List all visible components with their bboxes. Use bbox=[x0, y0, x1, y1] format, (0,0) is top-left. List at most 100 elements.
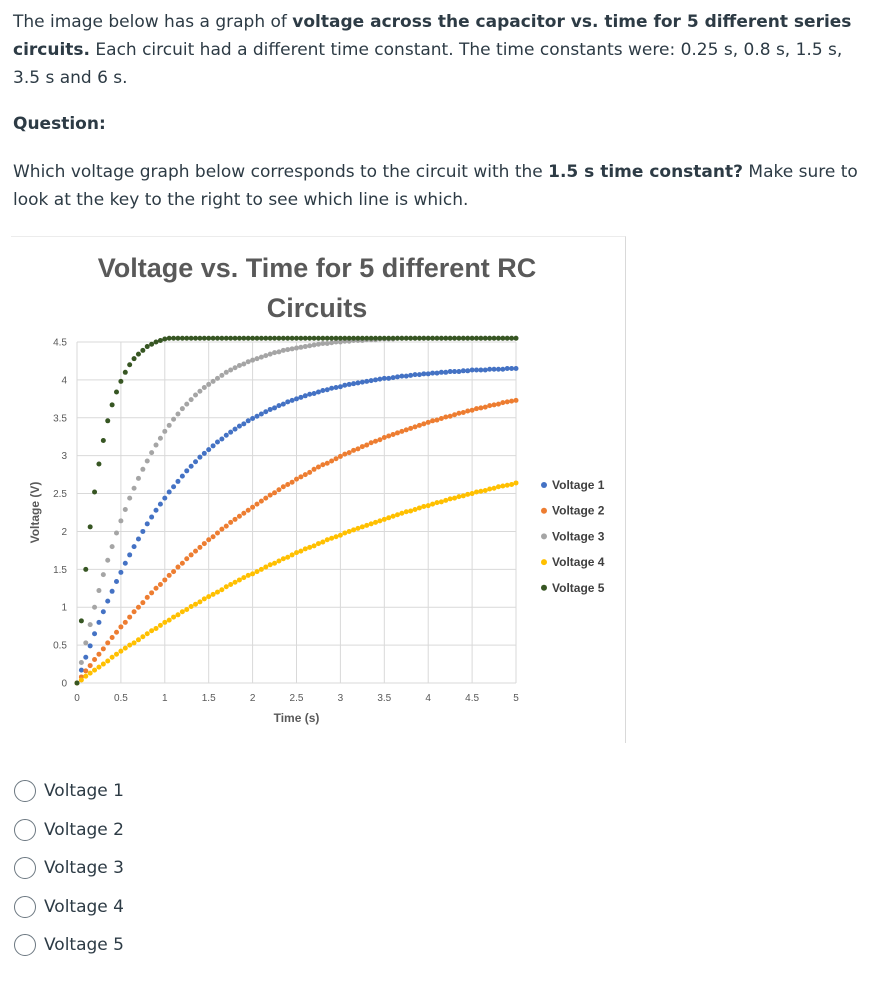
data-point-voltage-2 bbox=[487, 403, 493, 409]
option-voltage-4[interactable]: Voltage 4 bbox=[14, 888, 124, 927]
data-point-voltage-4 bbox=[425, 503, 431, 509]
data-point-voltage-2 bbox=[324, 460, 330, 466]
data-point-voltage-1 bbox=[179, 473, 185, 479]
data-point-voltage-2 bbox=[504, 399, 510, 405]
data-point-voltage-5 bbox=[258, 335, 264, 341]
data-point-voltage-1 bbox=[254, 413, 260, 419]
prompt-text-a: Which voltage graph below corresponds to… bbox=[13, 162, 549, 182]
data-point-voltage-2 bbox=[263, 495, 269, 501]
data-point-voltage-2 bbox=[315, 464, 321, 470]
data-point-voltage-5 bbox=[342, 335, 348, 341]
data-point-voltage-5 bbox=[294, 335, 299, 341]
data-point-voltage-4 bbox=[223, 584, 229, 590]
data-point-voltage-4 bbox=[175, 612, 181, 618]
data-point-voltage-2 bbox=[447, 413, 453, 419]
data-point-voltage-1 bbox=[315, 389, 321, 395]
data-point-voltage-3 bbox=[285, 347, 291, 353]
data-point-voltage-5 bbox=[315, 335, 321, 341]
data-point-voltage-5 bbox=[359, 335, 365, 341]
data-point-voltage-1 bbox=[355, 380, 361, 386]
data-point-voltage-5 bbox=[430, 335, 436, 341]
radio-button[interactable] bbox=[14, 895, 36, 918]
data-point-voltage-2 bbox=[272, 490, 278, 496]
data-point-voltage-4 bbox=[320, 539, 326, 545]
data-point-voltage-5 bbox=[285, 335, 291, 341]
data-point-voltage-3 bbox=[315, 341, 321, 347]
data-point-voltage-4 bbox=[394, 512, 400, 518]
data-point-voltage-1 bbox=[329, 385, 335, 391]
data-point-voltage-2 bbox=[214, 530, 220, 536]
x-tick-label: 5 bbox=[513, 693, 519, 704]
data-point-voltage-3 bbox=[333, 339, 339, 345]
option-voltage-3[interactable]: Voltage 3 bbox=[14, 849, 124, 888]
data-point-voltage-2 bbox=[197, 544, 203, 550]
voltage-time-chart: Voltage vs. Time for 5 different RC Circu… bbox=[28, 253, 605, 725]
data-point-voltage-3 bbox=[157, 435, 163, 441]
data-point-voltage-1 bbox=[509, 366, 515, 372]
data-point-voltage-4 bbox=[254, 569, 260, 575]
data-point-voltage-5 bbox=[149, 341, 155, 347]
data-point-voltage-1 bbox=[153, 507, 159, 513]
data-point-voltage-5 bbox=[157, 337, 163, 343]
data-point-voltage-5 bbox=[144, 344, 150, 350]
data-point-voltage-1 bbox=[144, 521, 150, 527]
radio-button[interactable] bbox=[14, 818, 36, 841]
data-point-voltage-2 bbox=[162, 577, 168, 583]
data-point-voltage-5 bbox=[447, 335, 453, 341]
data-point-voltage-5 bbox=[109, 402, 115, 408]
data-point-voltage-1 bbox=[131, 544, 137, 550]
data-point-voltage-1 bbox=[298, 394, 304, 400]
data-point-voltage-3 bbox=[289, 346, 295, 352]
radio-button[interactable] bbox=[14, 857, 36, 880]
option-voltage-5[interactable]: Voltage 5 bbox=[14, 926, 124, 965]
data-point-voltage-5 bbox=[188, 335, 194, 341]
data-point-voltage-3 bbox=[254, 356, 260, 362]
data-point-voltage-1 bbox=[324, 387, 330, 393]
data-point-voltage-3 bbox=[188, 397, 194, 403]
data-point-voltage-1 bbox=[452, 369, 458, 375]
data-point-voltage-4 bbox=[408, 508, 414, 514]
y-tick-label: 3 bbox=[61, 451, 67, 462]
data-point-voltage-3 bbox=[140, 466, 146, 472]
data-point-voltage-5 bbox=[337, 335, 343, 341]
data-point-voltage-2 bbox=[359, 444, 365, 450]
data-point-voltage-4 bbox=[329, 535, 335, 541]
data-point-voltage-2 bbox=[456, 410, 462, 416]
data-point-voltage-4 bbox=[92, 667, 98, 673]
data-point-voltage-5 bbox=[377, 335, 383, 341]
data-point-voltage-2 bbox=[307, 469, 313, 475]
radio-button[interactable] bbox=[14, 934, 36, 957]
data-point-voltage-5 bbox=[135, 351, 141, 357]
data-point-voltage-1 bbox=[487, 366, 493, 372]
data-point-voltage-3 bbox=[294, 345, 299, 351]
data-point-voltage-5 bbox=[232, 335, 238, 341]
option-voltage-2[interactable]: Voltage 2 bbox=[14, 811, 124, 850]
y-tick-label: 3.5 bbox=[53, 413, 67, 424]
data-point-voltage-5 bbox=[513, 335, 519, 341]
data-point-voltage-2 bbox=[175, 564, 181, 570]
y-tick-label: 2 bbox=[61, 527, 67, 538]
data-point-voltage-4 bbox=[368, 521, 374, 527]
data-point-voltage-5 bbox=[153, 339, 159, 345]
data-point-voltage-5 bbox=[324, 335, 330, 341]
data-point-voltage-1 bbox=[100, 609, 106, 615]
data-point-voltage-1 bbox=[166, 489, 172, 495]
option-voltage-1[interactable]: Voltage 1 bbox=[14, 772, 124, 811]
data-point-voltage-2 bbox=[166, 572, 172, 578]
data-point-voltage-4 bbox=[333, 534, 339, 540]
data-point-voltage-1 bbox=[491, 366, 497, 372]
data-point-voltage-1 bbox=[210, 443, 216, 449]
data-point-voltage-2 bbox=[430, 418, 436, 424]
data-point-voltage-5 bbox=[469, 335, 475, 341]
data-point-voltage-3 bbox=[184, 401, 190, 407]
data-point-voltage-5 bbox=[171, 335, 177, 341]
data-point-voltage-1 bbox=[280, 401, 286, 407]
data-point-voltage-3 bbox=[320, 341, 326, 347]
data-point-voltage-4 bbox=[381, 516, 387, 522]
data-point-voltage-4 bbox=[469, 491, 475, 497]
data-point-voltage-2 bbox=[153, 585, 159, 591]
radio-button[interactable] bbox=[14, 780, 36, 803]
data-point-voltage-1 bbox=[267, 406, 273, 412]
data-point-voltage-1 bbox=[465, 368, 471, 374]
data-point-voltage-2 bbox=[131, 609, 137, 615]
